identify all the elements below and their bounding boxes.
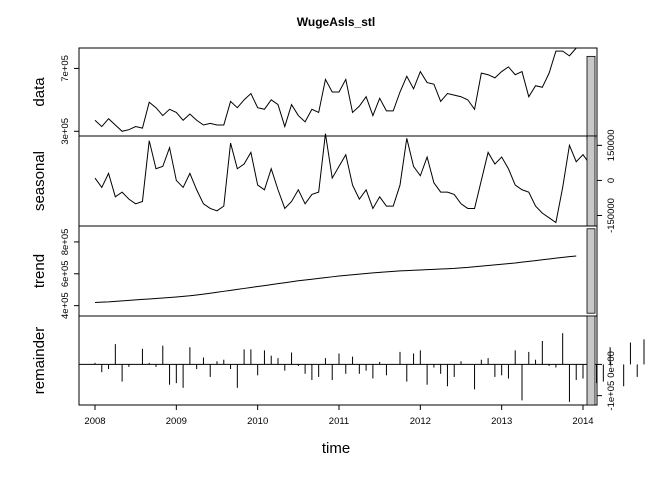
- remainder-panel-label: remainder: [31, 327, 48, 395]
- data-series-line: [94, 47, 577, 132]
- decomposition-panels: 3e+05 7e+05 data 150000 0 -150000 seasonal 4e+0…: [31, 47, 645, 411]
- y-tick-label: 8e+05: [60, 229, 71, 256]
- x-tick-label: 2013: [491, 416, 512, 427]
- remainder-y-axis: 0e+00 -1e+05: [597, 351, 617, 411]
- panel-frame: [78, 135, 598, 227]
- y-tick-label: 4e+05: [60, 292, 71, 319]
- data-panel-label: data: [31, 77, 48, 107]
- x-tick-label: 2012: [410, 416, 431, 427]
- x-tick-label: 2014: [572, 416, 593, 427]
- y-tick-label: -150000: [606, 198, 617, 233]
- panel-remainder: 0e+00 -1e+05 remainder: [31, 315, 645, 411]
- panel-seasonal: 150000 0 -150000 seasonal: [31, 129, 617, 232]
- x-axis: 2008 2009 2010 2011 2012 2013 2014: [84, 405, 594, 427]
- trend-y-axis: 4e+05 6e+05 8e+05: [60, 229, 79, 319]
- y-tick-label: 0e+00: [606, 351, 617, 378]
- range-bar: [586, 228, 596, 314]
- y-tick-label: 3e+05: [60, 118, 71, 145]
- chart-title: WugeAsls_stl: [297, 15, 375, 29]
- y-tick-label: 6e+05: [60, 260, 71, 287]
- y-tick-label: 150000: [606, 129, 617, 161]
- seasonal-y-axis: 150000 0 -150000: [597, 129, 617, 233]
- panel-data: 3e+05 7e+05 data: [31, 47, 598, 145]
- x-tick-label: 2010: [247, 416, 268, 427]
- range-bar: [586, 55, 596, 141]
- y-tick-label: 0: [606, 178, 617, 183]
- panel-frame: [78, 315, 598, 406]
- x-axis-label: time: [322, 440, 350, 457]
- panel-frame: [78, 225, 598, 317]
- x-tick-label: 2011: [329, 416, 349, 427]
- data-y-axis: 3e+05 7e+05: [60, 55, 79, 145]
- seasonal-panel-label: seasonal: [31, 151, 48, 211]
- seasonal-series-line: [94, 133, 591, 224]
- range-bar: [586, 135, 596, 227]
- x-tick-label: 2008: [84, 416, 105, 427]
- panel-trend: 4e+05 6e+05 8e+05 trend: [31, 225, 598, 319]
- x-tick-label: 2009: [166, 416, 187, 427]
- trend-series-line: [94, 255, 577, 303]
- range-bar: [586, 315, 596, 406]
- y-tick-label: -1e+05: [606, 381, 617, 411]
- y-tick-label: 7e+05: [60, 55, 71, 82]
- trend-panel-label: trend: [31, 254, 48, 288]
